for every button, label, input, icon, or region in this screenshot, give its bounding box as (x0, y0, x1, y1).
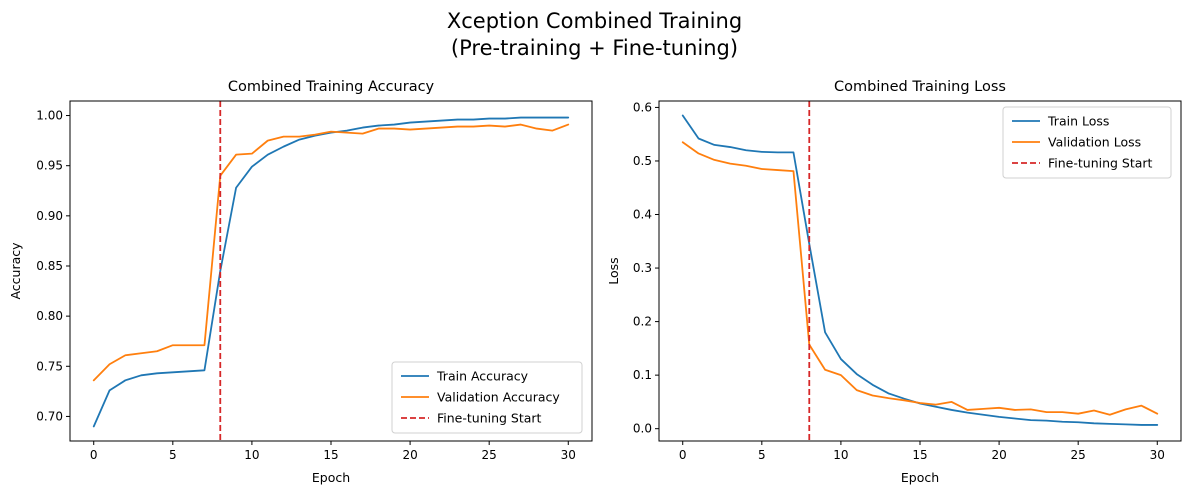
accuracy-chart-title: Combined Training Accuracy (228, 79, 435, 95)
accuracy-plot-area (92, 101, 570, 441)
loss-chart-title: Combined Training Loss (834, 79, 1006, 95)
loss-ytick-label: 0.1 (633, 368, 652, 382)
accuracy-series-train-line (92, 116, 570, 428)
accuracy-xtick-label: 30 (561, 448, 576, 462)
loss-xtick-label: 30 (1150, 448, 1165, 462)
loss-legend-label: Fine-tuning Start (1048, 156, 1153, 171)
figure-title-line1: Xception Combined Training (447, 9, 742, 33)
loss-ytick-label: 0.3 (633, 261, 652, 275)
accuracy-xtick-label: 20 (402, 448, 417, 462)
loss-xtick-label: 0 (679, 448, 687, 462)
accuracy-xtick-label: 25 (482, 448, 497, 462)
loss-ytick-label: 0.4 (633, 208, 652, 222)
accuracy-ytick-label: 0.95 (36, 159, 63, 173)
accuracy-legend-box (391, 361, 583, 434)
loss-legend: Train Loss Validation Loss Fine-tuning Sta… (1002, 106, 1172, 179)
accuracy-ytick-label: 0.80 (36, 309, 63, 323)
accuracy-y-axis-label: Accuracy (8, 242, 23, 300)
loss-chart: Combined Training Loss 0 5 10 15 20 25 30 0.0 0.1… (606, 79, 1182, 485)
loss-xtick-label: 5 (758, 448, 766, 462)
figure-title-line2: (Pre-training + Fine-tuning) (451, 36, 738, 60)
accuracy-legend-label: Fine-tuning Start (437, 411, 542, 426)
accuracy-xtick-label: 15 (323, 448, 338, 462)
accuracy-x-axis-label: Epoch (312, 470, 350, 485)
loss-plot-area (681, 101, 1159, 441)
accuracy-ytick-label: 0.85 (36, 259, 63, 273)
loss-legend-label: Train Loss (1047, 114, 1109, 129)
accuracy-legend: Train Accuracy Validation Accuracy Fine-tu… (391, 361, 583, 434)
loss-legend-label: Validation Loss (1048, 135, 1141, 150)
accuracy-ytick-label: 0.90 (36, 209, 63, 223)
loss-ytick-label: 0.5 (633, 154, 652, 168)
loss-xtick-label: 15 (912, 448, 927, 462)
accuracy-series-validation-line (92, 123, 570, 382)
accuracy-xtick-label: 0 (90, 448, 98, 462)
accuracy-chart: Combined Training Accuracy 0 5 10 15 20 25 30 0.… (8, 79, 593, 485)
accuracy-legend-label: Train Accuracy (436, 369, 529, 384)
loss-x-axis-label: Epoch (901, 470, 939, 485)
loss-ytick-label: 0.6 (633, 100, 652, 114)
accuracy-xtick-label: 10 (244, 448, 259, 462)
accuracy-ytick-label: 1.00 (36, 109, 63, 123)
loss-ytick-label: 0.2 (633, 315, 652, 329)
accuracy-ytick-label: 0.70 (36, 409, 63, 423)
loss-xtick-label: 10 (833, 448, 848, 462)
accuracy-xtick-label: 5 (169, 448, 177, 462)
accuracy-legend-label: Validation Accuracy (437, 390, 560, 405)
loss-xtick-label: 25 (1071, 448, 1086, 462)
loss-ytick-label: 0.0 (633, 422, 652, 436)
loss-y-axis-label: Loss (606, 257, 621, 284)
loss-xtick-label: 20 (991, 448, 1006, 462)
accuracy-ytick-label: 0.75 (36, 359, 63, 373)
loss-legend-box (1002, 106, 1172, 179)
loss-series-validation-line (681, 141, 1159, 416)
